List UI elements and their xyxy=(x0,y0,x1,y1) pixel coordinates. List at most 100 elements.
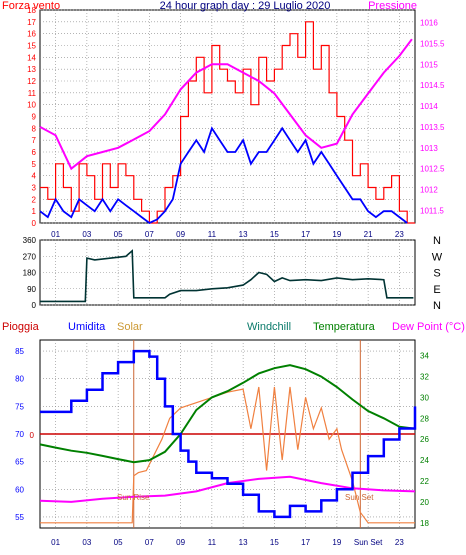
pressure-tick-label: 1014.5 xyxy=(420,81,445,90)
direction-panel-series xyxy=(40,249,414,303)
temperature-panel-series xyxy=(39,340,417,528)
humidity-tick-label: 85 xyxy=(15,347,24,356)
x-tick-label: 01 xyxy=(51,230,60,239)
wind-tick-label: 14 xyxy=(27,53,36,62)
temperature-tick-label: 26 xyxy=(420,435,429,444)
direction-tick-label: 90 xyxy=(27,285,36,294)
x-tick-label: 11 xyxy=(208,538,217,547)
pressure-tick-label: 1012 xyxy=(420,186,438,195)
humidity-tick-label: 55 xyxy=(15,513,24,522)
wind-tick-label: 18 xyxy=(27,6,36,15)
x-tick-label: 09 xyxy=(176,538,185,547)
wind-tick-label: 16 xyxy=(27,30,36,39)
x-tick-label: 07 xyxy=(145,230,154,239)
rain-zero-label: 0 xyxy=(30,431,35,440)
wind-tick-label: 13 xyxy=(27,65,36,74)
wind-panel-series xyxy=(39,21,415,225)
x-tick-label: 23 xyxy=(395,230,404,239)
x-tick-label: 15 xyxy=(270,230,279,239)
compass-tick-label: E xyxy=(433,284,440,296)
wind-tick-label: 17 xyxy=(27,18,36,27)
x-tick-label: 21 xyxy=(364,230,373,239)
pressure-line xyxy=(39,38,413,171)
wind-tick-label: 10 xyxy=(27,101,36,110)
wind-tick-label: 2 xyxy=(32,195,37,204)
direction-panel-ticks: 360 N 270 W 180 S 90 E 0 N xyxy=(23,235,443,312)
temperature-tick-label: 28 xyxy=(420,414,429,423)
legend-humidity: Umidita xyxy=(68,321,106,333)
sunrise-annotation: Sun Rise xyxy=(117,493,150,502)
legend-dew-point: Dew Point (°C) xyxy=(392,321,465,333)
x-tick-label: Sun Set xyxy=(354,538,383,547)
wind-tick-label: 4 xyxy=(32,172,37,181)
x-tick-label: 19 xyxy=(332,230,341,239)
temperature-tick-label: 22 xyxy=(420,477,429,486)
legend-rain: Pioggia xyxy=(2,321,40,333)
temperature-tick-label: 24 xyxy=(420,456,429,465)
wind-axis-title: Forza vento xyxy=(2,0,60,12)
temperature-line xyxy=(39,364,416,464)
compass-tick-label: S xyxy=(433,268,440,280)
wind-gust-line xyxy=(40,21,415,224)
wind-tick-label: 6 xyxy=(32,148,37,157)
wind-tick-label: 7 xyxy=(32,136,37,145)
sunset-annotation: Sun Set xyxy=(345,493,374,502)
temperature-tick-label: 20 xyxy=(420,498,429,507)
wind-speed-line xyxy=(39,126,408,225)
x-tick-label: 09 xyxy=(176,230,185,239)
direction-tick-label: 360 xyxy=(23,236,37,245)
x-tick-label: 23 xyxy=(395,538,404,547)
legend-solar: Solar xyxy=(117,321,143,333)
pressure-tick-label: 1015 xyxy=(420,60,438,69)
humidity-tick-label: 75 xyxy=(15,402,24,411)
humidity-tick-label: 70 xyxy=(15,430,24,439)
wind-tick-label: 12 xyxy=(27,77,36,86)
legend-temperature: Temperatura xyxy=(313,321,376,333)
x-tick-label: 15 xyxy=(270,538,279,547)
wind-tick-label: 15 xyxy=(27,42,36,51)
pressure-tick-label: 1015.5 xyxy=(420,39,445,48)
x-tick-label: 01 xyxy=(51,538,60,547)
x-tick-label: 17 xyxy=(301,538,310,547)
pressure-tick-label: 1013.5 xyxy=(420,123,445,132)
direction-panel-grid xyxy=(40,239,415,306)
x-tick-label: 11 xyxy=(208,230,217,239)
wind-tick-label: 9 xyxy=(32,113,37,122)
x-tick-label: 05 xyxy=(114,538,123,547)
temperature-tick-label: 30 xyxy=(420,393,429,402)
pressure-tick-label: 1011.5 xyxy=(420,206,444,215)
x-tick-label: 17 xyxy=(301,230,310,239)
compass-tick-label: N xyxy=(433,300,441,312)
wind-direction-line xyxy=(40,249,414,303)
x-tick-label: 19 xyxy=(332,538,341,547)
direction-tick-label: 0 xyxy=(32,301,37,310)
temperature-panel-ticks: 01 03 05 07 09 11 13 15 17 19 Sun Set 23 55 60 65 70 75 8… xyxy=(15,347,429,547)
wind-tick-label: 3 xyxy=(32,184,37,193)
legend-windchill: Windchill xyxy=(247,321,291,333)
compass-tick-label: N xyxy=(433,235,441,247)
pressure-tick-label: 1013 xyxy=(420,144,438,153)
pressure-axis-title: Pressione xyxy=(368,0,417,12)
wind-tick-label: 5 xyxy=(32,160,37,169)
temperature-tick-label: 18 xyxy=(420,519,429,528)
humidity-tick-label: 65 xyxy=(15,458,24,467)
x-tick-label: 13 xyxy=(239,230,248,239)
pressure-tick-label: 1014 xyxy=(420,102,438,111)
wind-tick-label: 1 xyxy=(32,207,37,216)
humidity-tick-label: 60 xyxy=(15,485,24,494)
chart-title: 24 hour graph day : 29 Luglio 2020 xyxy=(160,0,331,12)
temperature-tick-label: 32 xyxy=(420,373,429,382)
x-tick-label: 13 xyxy=(239,538,248,547)
wind-tick-label: 11 xyxy=(28,89,37,98)
x-tick-label: 05 xyxy=(114,230,123,239)
compass-tick-label: W xyxy=(432,251,443,263)
humidity-line xyxy=(40,349,417,519)
wind-panel-ticks: 01 03 05 07 09 11 13 15 17 19 21 230123456789101112… xyxy=(27,6,445,239)
x-tick-label: 03 xyxy=(82,230,91,239)
humidity-tick-label: 80 xyxy=(15,375,24,384)
pressure-tick-label: 1012.5 xyxy=(420,165,445,174)
wind-tick-label: 0 xyxy=(32,219,37,228)
temperature-tick-label: 34 xyxy=(420,352,429,361)
direction-tick-label: 180 xyxy=(23,269,37,278)
